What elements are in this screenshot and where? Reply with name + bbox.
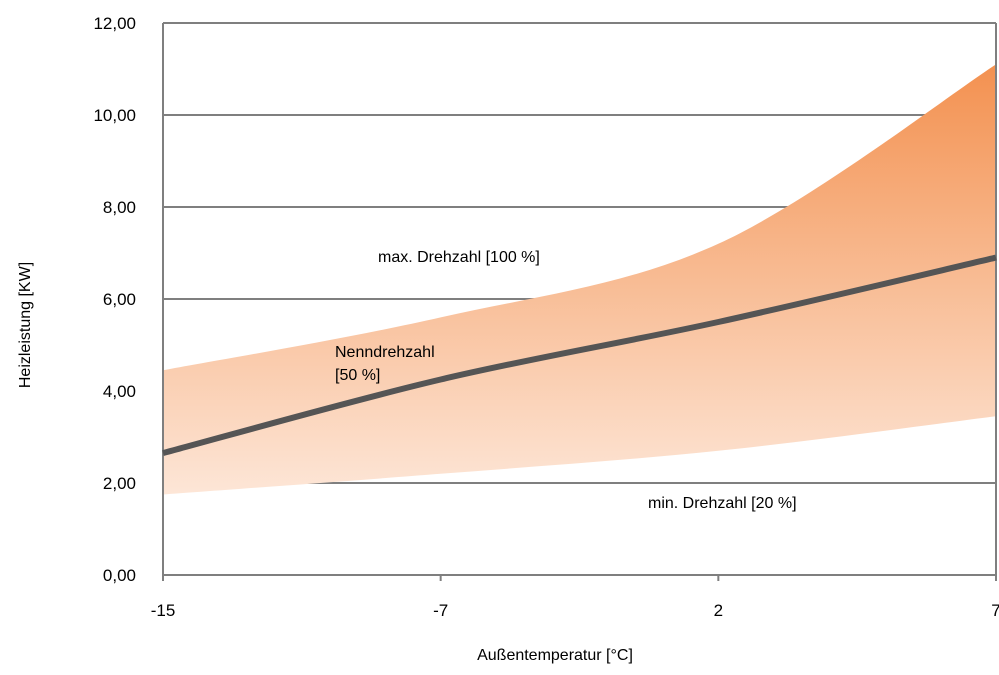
nominal-speed-line <box>162 254 997 456</box>
plot-frame <box>162 22 997 581</box>
y-tick-label: 6,00 <box>103 290 136 309</box>
x-axis-title: Außentemperatur [°C] <box>477 647 633 664</box>
y-tick-label: 8,00 <box>103 198 136 217</box>
y-tick-label: 12,00 <box>93 14 136 33</box>
x-tick-label: -7 <box>433 601 448 620</box>
y-tick-label: 0,00 <box>103 566 136 585</box>
y-tick-label: 10,00 <box>93 106 136 125</box>
max-speed-label: max. Drehzahl [100 %] <box>378 249 540 266</box>
x-tick-label: 2 <box>714 601 723 620</box>
y-axis-title: Heizleistung [KW] <box>17 262 34 388</box>
nominal-speed-label-percent: [50 %] <box>335 367 380 384</box>
min-speed-label: min. Drehzahl [20 %] <box>648 495 797 512</box>
nominal-line <box>162 254 997 456</box>
y-tick-label: 2,00 <box>103 474 136 493</box>
x-tick-labels: -15 -7 2 7 <box>151 601 999 620</box>
range-band <box>163 64 996 495</box>
x-tick-label: 7 <box>991 601 999 620</box>
nominal-speed-label: Nenndrehzahl <box>335 344 435 361</box>
y-tick-label: 4,00 <box>103 382 136 401</box>
x-tick-label: -15 <box>151 601 176 620</box>
y-tick-labels: 0,00 2,00 4,00 6,00 8,00 10,00 12,00 <box>93 14 136 585</box>
speed-range-area <box>163 64 996 495</box>
